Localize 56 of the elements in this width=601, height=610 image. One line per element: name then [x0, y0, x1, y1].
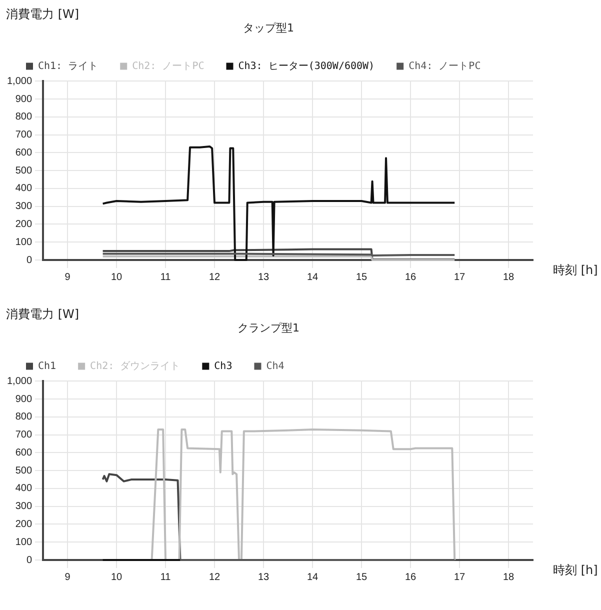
- y-tick-label: 400: [15, 483, 32, 494]
- x-tick-label: 12: [208, 272, 221, 283]
- x-tick-label: 15: [356, 572, 368, 583]
- chart-title: タップ型1: [243, 21, 294, 34]
- legend-label: Ch1: ライト: [38, 60, 98, 72]
- legend-label: Ch3: ヒーター(300W/600W): [238, 60, 375, 72]
- y-tick-label: 800: [15, 412, 32, 423]
- x-tick-label: 11: [160, 572, 172, 583]
- x-tick-label: 18: [502, 572, 514, 583]
- legend-label: Ch4: [266, 360, 284, 372]
- y-tick-label: 200: [15, 518, 32, 530]
- x-tick-label: 9: [64, 272, 71, 283]
- y-tick-label: 600: [15, 147, 32, 158]
- y-tick-label: 700: [15, 430, 32, 441]
- y-tick-label: 100: [15, 536, 32, 548]
- x-tick-label: 12: [208, 572, 221, 583]
- y-tick-label: 400: [15, 183, 32, 194]
- y-tick-label: 1,000: [6, 376, 32, 387]
- x-tick-label: 17: [454, 572, 466, 583]
- y-tick-label: 600: [15, 447, 32, 458]
- legend-label: Ch2: ダウンライト: [90, 360, 180, 372]
- x-tick-label: 16: [404, 572, 417, 583]
- y-tick-label: 0: [26, 554, 32, 566]
- x-tick-label: 9: [64, 572, 71, 583]
- legend-label: Ch2: ノートPC: [132, 60, 204, 72]
- legend-label: Ch4: ノートPC: [408, 60, 481, 72]
- y-tick-label: 200: [15, 218, 32, 230]
- chart-title: クランプ型1: [238, 321, 300, 334]
- x-tick-label: 17: [454, 272, 466, 283]
- x-tick-label: 11: [160, 272, 172, 283]
- legend-label: Ch1: [38, 360, 56, 372]
- y-tick-label: 100: [15, 236, 32, 248]
- y-tick-label: 300: [15, 501, 32, 512]
- x-axis-title: 時刻 [h]: [553, 262, 598, 279]
- y-tick-label: 500: [15, 465, 32, 476]
- x-tick-label: 10: [110, 572, 123, 583]
- y-tick-label: 0: [26, 254, 32, 266]
- x-tick-label: 13: [258, 272, 270, 283]
- legend-label: Ch3: [214, 360, 232, 372]
- y-tick-label: 1,000: [6, 76, 32, 87]
- x-tick-label: 16: [404, 272, 417, 283]
- y-tick-label: 900: [15, 94, 32, 105]
- x-tick-label: 14: [306, 572, 319, 583]
- y-axis-title: 消費電力 [W]: [6, 306, 80, 323]
- x-tick-label: 13: [258, 572, 270, 583]
- x-axis-title: 時刻 [h]: [553, 562, 598, 579]
- y-tick-label: 300: [15, 201, 32, 212]
- y-axis-title: 消費電力 [W]: [6, 6, 80, 23]
- x-tick-label: 10: [110, 272, 123, 283]
- y-tick-label: 700: [15, 130, 32, 141]
- x-tick-label: 14: [306, 272, 319, 283]
- y-tick-label: 800: [15, 112, 32, 123]
- x-tick-label: 15: [356, 272, 368, 283]
- x-tick-label: 18: [502, 272, 514, 283]
- y-tick-label: 500: [15, 165, 32, 176]
- y-tick-label: 900: [15, 394, 32, 405]
